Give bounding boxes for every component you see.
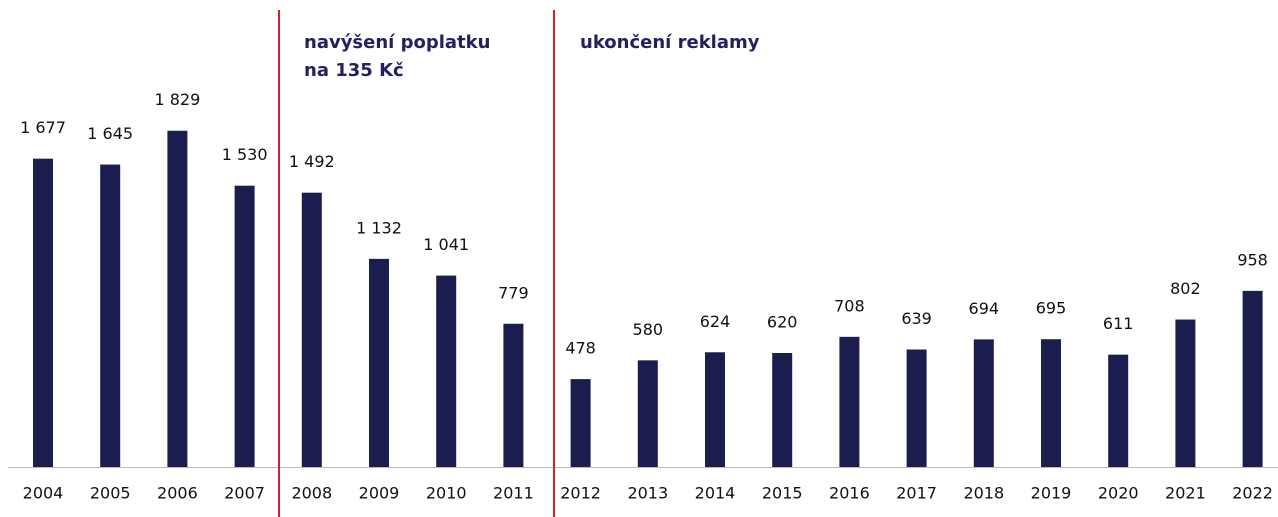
annotation: na 135 Kč <box>304 60 404 81</box>
bar <box>637 360 658 467</box>
x-tick-label: 2011 <box>493 484 534 503</box>
bar <box>839 336 860 467</box>
x-tick-label: 2020 <box>1098 484 1139 503</box>
bar <box>772 353 793 467</box>
data-label: 478 <box>565 339 596 358</box>
x-tick-label: 2012 <box>560 484 601 503</box>
data-label: 580 <box>633 320 664 339</box>
data-label: 1 041 <box>423 235 469 254</box>
data-label: 624 <box>700 312 731 331</box>
data-label: 611 <box>1103 314 1134 333</box>
x-tick-label: 2015 <box>762 484 803 503</box>
bar <box>503 323 524 467</box>
bar <box>100 164 121 467</box>
data-label: 1 492 <box>289 152 335 171</box>
x-tick-label: 2005 <box>90 484 131 503</box>
data-label: 802 <box>1170 279 1201 298</box>
data-label: 1 530 <box>222 145 268 164</box>
data-label: 695 <box>1036 299 1067 318</box>
bar <box>1041 339 1061 467</box>
data-label: 1 677 <box>20 118 66 137</box>
bar <box>436 275 457 467</box>
data-label: 694 <box>969 299 1000 318</box>
bar <box>570 379 591 467</box>
bar <box>234 185 255 468</box>
bar <box>167 130 188 468</box>
data-label: 708 <box>834 296 865 315</box>
data-label: 639 <box>901 309 932 328</box>
bar <box>1108 354 1129 467</box>
x-tick-label: 2022 <box>1232 484 1273 503</box>
x-tick-label: 2013 <box>627 484 668 503</box>
x-tick-label: 2006 <box>157 484 198 503</box>
x-tick-label: 2019 <box>1031 484 1072 503</box>
x-tick-label: 2004 <box>23 484 64 503</box>
bar <box>973 339 994 467</box>
bar <box>301 192 322 467</box>
data-label: 620 <box>767 313 798 332</box>
x-tick-label: 2010 <box>426 484 467 503</box>
data-label: 779 <box>498 283 529 302</box>
x-tick-label: 2017 <box>896 484 937 503</box>
data-label: 958 <box>1237 250 1268 269</box>
data-label: 1 829 <box>154 90 200 109</box>
x-tick-label: 2016 <box>829 484 870 503</box>
data-label: 1 645 <box>87 124 133 143</box>
annotation: ukončení reklamy <box>580 32 760 53</box>
x-tick-label: 2021 <box>1165 484 1206 503</box>
x-tick-label: 2018 <box>963 484 1004 503</box>
x-tick-label: 2009 <box>359 484 400 503</box>
bar <box>1242 290 1263 467</box>
bar <box>1175 319 1196 467</box>
x-tick-label: 2007 <box>224 484 265 503</box>
x-tick-label: 2014 <box>695 484 736 503</box>
annotation: navýšení poplatku <box>304 32 490 53</box>
bar <box>906 349 927 467</box>
data-label: 1 132 <box>356 218 402 237</box>
x-tick-label: 2008 <box>291 484 332 503</box>
bar <box>33 158 53 467</box>
bar <box>705 352 725 467</box>
bar <box>369 258 389 467</box>
